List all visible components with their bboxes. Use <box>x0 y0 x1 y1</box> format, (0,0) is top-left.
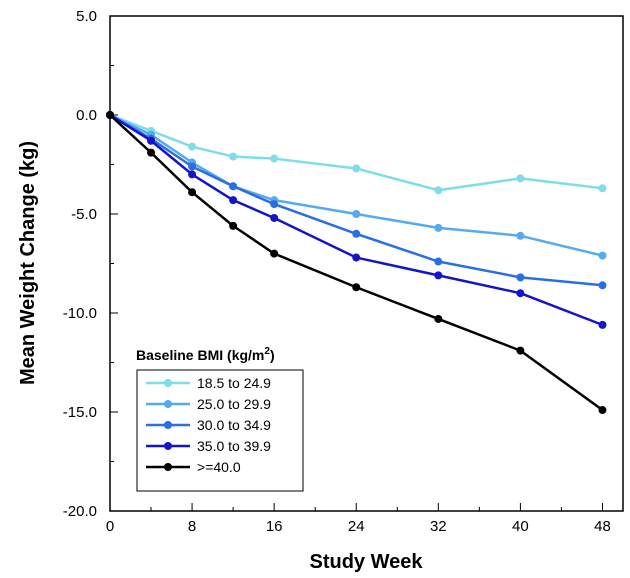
x-tick-label: 32 <box>430 518 447 535</box>
data-point <box>434 271 443 280</box>
data-point <box>516 289 525 298</box>
y-axis-title: Mean Weight Change (kg) <box>17 141 39 385</box>
legend-title-main: Baseline BMI (kg/m <box>136 347 264 363</box>
data-point <box>352 229 361 238</box>
data-point <box>516 273 525 282</box>
data-point <box>352 253 361 262</box>
x-tick-label: 0 <box>106 518 114 535</box>
data-point <box>598 251 607 260</box>
data-point <box>188 170 197 179</box>
x-tick-label: 48 <box>594 518 611 535</box>
x-tick-label: 40 <box>512 518 529 535</box>
data-point <box>516 174 525 183</box>
data-point <box>598 184 607 193</box>
legend-label: 35.0 to 39.9 <box>197 438 271 454</box>
x-tick-label: 16 <box>266 518 283 535</box>
series-3 <box>106 111 607 329</box>
data-point <box>598 320 607 329</box>
legend-marker <box>164 421 172 429</box>
data-point <box>434 186 443 195</box>
y-tick-label: 5.0 <box>76 8 97 25</box>
legend-marker <box>164 379 172 387</box>
data-point <box>434 314 443 323</box>
y-tick-label: -10.0 <box>63 305 97 322</box>
x-axis-title: Study Week <box>310 551 424 573</box>
data-point <box>106 111 114 119</box>
data-point <box>229 152 238 161</box>
y-tick-label: -20.0 <box>63 503 97 520</box>
legend-title-close: ) <box>270 347 275 363</box>
x-axis: 0 8 16 24 32 40 48 <box>106 503 611 535</box>
legend-box <box>136 369 304 492</box>
series-layer <box>106 111 607 415</box>
data-point <box>352 210 361 218</box>
legend-label: >=40.0 <box>197 459 241 475</box>
data-point <box>147 136 156 145</box>
data-point <box>516 346 525 355</box>
legend: 18.5 to 24.9 25.0 to 29.9 30.0 to 34.9 35.0… <box>136 369 304 492</box>
data-point <box>147 148 156 157</box>
data-point <box>188 142 197 151</box>
y-tick-label: 0.0 <box>76 107 97 124</box>
legend-title-sup: 2 <box>264 346 270 357</box>
legend-marker <box>164 463 172 471</box>
data-point <box>229 196 238 205</box>
x-tick-label: 24 <box>348 518 365 535</box>
data-point <box>270 154 279 163</box>
data-point <box>229 221 238 230</box>
data-point <box>229 182 238 191</box>
data-point <box>598 406 607 415</box>
y-tick-label: -5.0 <box>71 206 97 223</box>
legend-marker <box>164 442 172 450</box>
legend-label: 18.5 to 24.9 <box>197 375 271 391</box>
legend-marker <box>164 400 172 408</box>
data-point <box>352 283 361 292</box>
data-point <box>598 281 607 290</box>
legend-label: 25.0 to 29.9 <box>197 396 271 412</box>
data-point <box>188 162 197 171</box>
data-point <box>434 257 443 266</box>
data-point <box>270 249 279 258</box>
data-point <box>270 213 279 222</box>
data-point <box>434 223 443 232</box>
series-4 <box>106 111 607 415</box>
data-point <box>352 164 361 173</box>
data-point <box>516 231 525 240</box>
data-point <box>270 200 279 209</box>
y-axis: 5.0 0.0 -5.0 -10.0 -15.0 -20.0 <box>63 8 118 520</box>
legend-title: Baseline BMI (kg/m2) <box>136 346 275 363</box>
x-tick-label: 8 <box>188 518 196 535</box>
legend-label: 30.0 to 34.9 <box>197 417 271 433</box>
data-point <box>188 188 197 197</box>
y-tick-label: -15.0 <box>63 404 97 421</box>
